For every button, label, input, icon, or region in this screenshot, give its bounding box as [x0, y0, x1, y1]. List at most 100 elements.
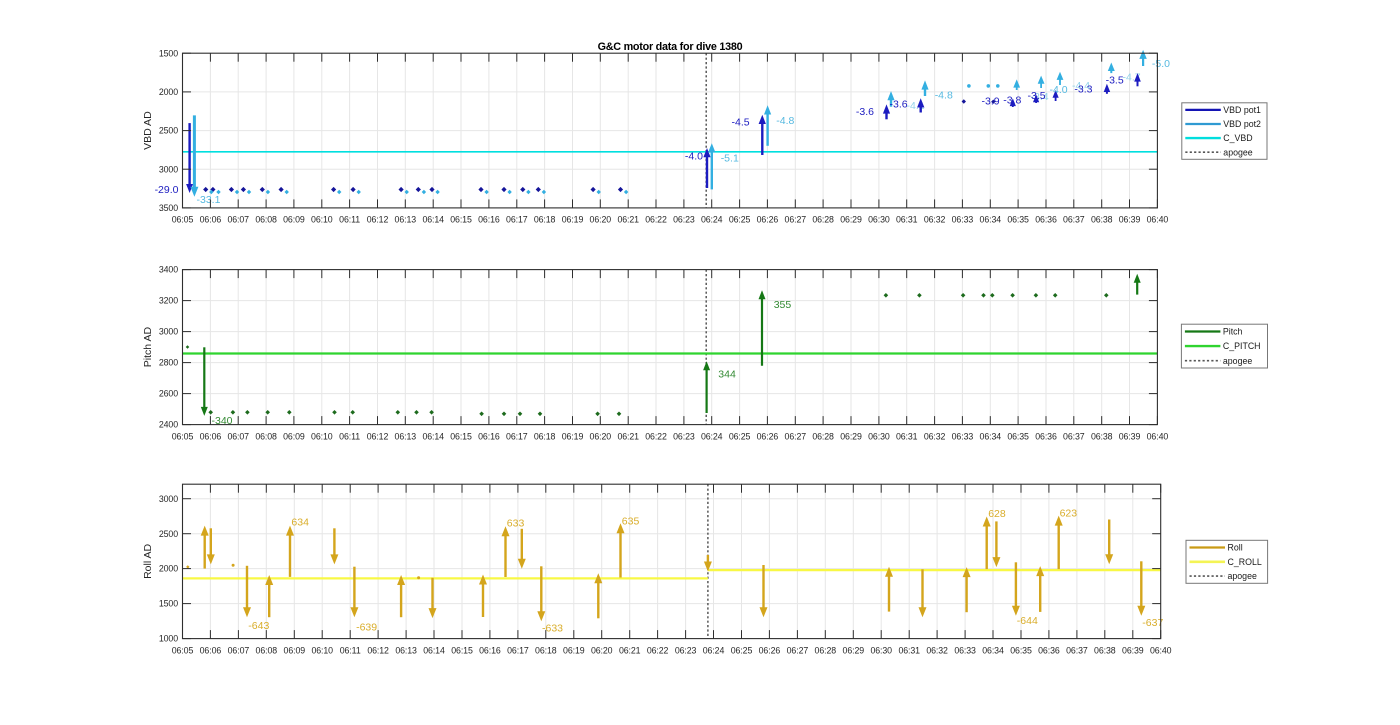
svg-text:06:09: 06:09 — [283, 431, 305, 441]
svg-text:633: 633 — [507, 518, 525, 530]
svg-text:06:08: 06:08 — [256, 645, 278, 655]
svg-text:-3.6: -3.6 — [890, 98, 908, 110]
svg-text:-643: -643 — [248, 620, 269, 632]
svg-text:C_PITCH: C_PITCH — [1223, 341, 1261, 351]
svg-text:-5.0: -5.0 — [1152, 58, 1170, 70]
svg-text:06:23: 06:23 — [673, 431, 695, 441]
svg-text:06:38: 06:38 — [1091, 431, 1113, 441]
svg-text:635: 635 — [622, 515, 640, 527]
svg-text:06:38: 06:38 — [1091, 215, 1113, 225]
svg-text:06:33: 06:33 — [952, 215, 974, 225]
svg-text:06:32: 06:32 — [926, 645, 948, 655]
svg-text:06:25: 06:25 — [729, 431, 751, 441]
svg-text:06:35: 06:35 — [1007, 215, 1029, 225]
svg-text:06:40: 06:40 — [1147, 431, 1169, 441]
svg-text:06:20: 06:20 — [591, 645, 613, 655]
svg-text:06:16: 06:16 — [478, 215, 500, 225]
svg-text:06:19: 06:19 — [562, 215, 584, 225]
svg-text:Roll AD: Roll AD — [142, 543, 154, 578]
svg-text:Roll: Roll — [1228, 543, 1243, 553]
svg-text:628: 628 — [988, 508, 1006, 520]
svg-text:06:30: 06:30 — [868, 215, 890, 225]
svg-text:06:16: 06:16 — [478, 431, 500, 441]
svg-text:06:14: 06:14 — [422, 215, 444, 225]
svg-text:06:40: 06:40 — [1147, 215, 1169, 225]
svg-text:06:19: 06:19 — [563, 645, 585, 655]
svg-text:06:06: 06:06 — [200, 431, 222, 441]
svg-text:06:26: 06:26 — [759, 645, 781, 655]
svg-text:06:18: 06:18 — [535, 645, 557, 655]
svg-text:06:09: 06:09 — [284, 645, 306, 655]
svg-text:06:09: 06:09 — [283, 215, 305, 225]
svg-text:06:17: 06:17 — [506, 431, 528, 441]
svg-text:-4.0: -4.0 — [685, 151, 703, 163]
svg-text:1500: 1500 — [159, 48, 178, 58]
svg-text:06:34: 06:34 — [982, 645, 1004, 655]
svg-text:C_ROLL: C_ROLL — [1228, 557, 1262, 567]
svg-text:06:15: 06:15 — [451, 645, 473, 655]
svg-text:VBD AD: VBD AD — [142, 111, 154, 150]
svg-text:2400: 2400 — [159, 420, 178, 430]
svg-text:06:10: 06:10 — [311, 645, 333, 655]
svg-text:apogee: apogee — [1223, 356, 1252, 366]
svg-text:06:34: 06:34 — [980, 431, 1002, 441]
svg-text:06:29: 06:29 — [840, 431, 862, 441]
svg-text:Pitch: Pitch — [1223, 327, 1243, 337]
svg-text:06:30: 06:30 — [868, 431, 890, 441]
svg-text:1000: 1000 — [159, 634, 178, 644]
svg-text:355: 355 — [774, 299, 792, 311]
svg-text:06:32: 06:32 — [924, 215, 946, 225]
svg-text:06:37: 06:37 — [1063, 215, 1085, 225]
svg-text:06:36: 06:36 — [1038, 645, 1060, 655]
svg-text:06:07: 06:07 — [227, 431, 249, 441]
svg-text:2500: 2500 — [159, 529, 178, 539]
svg-text:06:14: 06:14 — [423, 645, 445, 655]
svg-text:06:26: 06:26 — [757, 215, 779, 225]
svg-text:06:21: 06:21 — [619, 645, 641, 655]
svg-text:2800: 2800 — [159, 358, 178, 368]
svg-text:VBD pot2: VBD pot2 — [1223, 119, 1261, 129]
svg-text:06:12: 06:12 — [367, 215, 389, 225]
svg-text:06:12: 06:12 — [367, 431, 389, 441]
svg-text:06:08: 06:08 — [255, 431, 277, 441]
svg-text:-4.8: -4.8 — [935, 90, 953, 102]
svg-text:06:39: 06:39 — [1119, 431, 1141, 441]
svg-text:06:20: 06:20 — [590, 431, 612, 441]
svg-text:06:39: 06:39 — [1119, 215, 1141, 225]
svg-text:3000: 3000 — [159, 164, 178, 174]
svg-text:06:24: 06:24 — [701, 215, 723, 225]
svg-text:-644: -644 — [1017, 615, 1038, 627]
svg-text:06:38: 06:38 — [1094, 645, 1116, 655]
svg-text:06:37: 06:37 — [1066, 645, 1088, 655]
svg-text:06:29: 06:29 — [840, 215, 862, 225]
svg-text:06:08: 06:08 — [255, 215, 277, 225]
svg-text:-4.4: -4.4 — [1072, 80, 1090, 92]
svg-text:06:22: 06:22 — [645, 215, 667, 225]
svg-text:06:07: 06:07 — [227, 215, 249, 225]
svg-text:06:05: 06:05 — [172, 645, 194, 655]
svg-text:-639: -639 — [356, 622, 377, 634]
svg-text:-3.3: -3.3 — [1074, 83, 1092, 95]
svg-text:-3.9: -3.9 — [982, 96, 1000, 108]
svg-text:06:31: 06:31 — [896, 431, 918, 441]
svg-text:06:17: 06:17 — [507, 645, 529, 655]
svg-text:06:36: 06:36 — [1035, 431, 1057, 441]
svg-text:06:33: 06:33 — [952, 431, 974, 441]
svg-text:06:27: 06:27 — [785, 431, 807, 441]
svg-text:06:35: 06:35 — [1010, 645, 1032, 655]
svg-text:06:11: 06:11 — [339, 431, 360, 441]
svg-text:06:10: 06:10 — [311, 215, 333, 225]
svg-text:06:15: 06:15 — [450, 431, 472, 441]
svg-text:06:36: 06:36 — [1035, 215, 1057, 225]
svg-text:06:27: 06:27 — [785, 215, 807, 225]
svg-text:06:39: 06:39 — [1122, 645, 1144, 655]
svg-text:06:22: 06:22 — [647, 645, 669, 655]
svg-text:06:11: 06:11 — [339, 215, 360, 225]
svg-text:3400: 3400 — [159, 265, 178, 275]
svg-text:623: 623 — [1060, 508, 1078, 520]
svg-text:06:15: 06:15 — [450, 215, 472, 225]
svg-text:06:28: 06:28 — [812, 215, 834, 225]
svg-text:3000: 3000 — [159, 494, 178, 504]
svg-text:-5.1: -5.1 — [721, 152, 739, 164]
svg-text:06:37: 06:37 — [1063, 431, 1085, 441]
